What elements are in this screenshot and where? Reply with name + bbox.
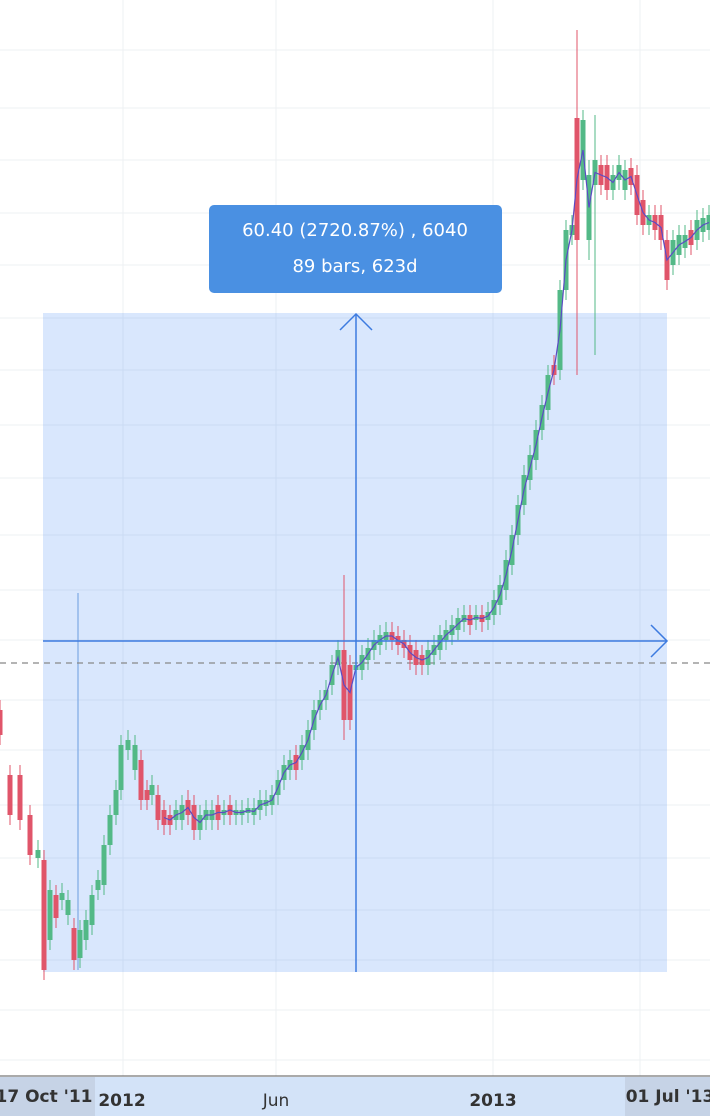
candle-body <box>59 893 65 900</box>
arrow-head <box>339 312 373 331</box>
candle-body <box>89 895 95 925</box>
candle-body <box>113 790 119 815</box>
candle-body <box>7 775 13 815</box>
candle-body <box>65 900 71 915</box>
axis-label-box <box>625 1077 710 1116</box>
candle-body <box>155 795 161 820</box>
candle-body <box>101 845 107 885</box>
axis-range <box>43 1077 667 1116</box>
candle-body <box>47 890 53 940</box>
measure-range <box>43 313 667 972</box>
candle-body <box>149 785 155 795</box>
axis-label: Jun <box>262 1091 290 1111</box>
tooltip-line: 60.40 (2720.87%) , 6040 <box>242 220 468 241</box>
candle-body <box>95 880 101 890</box>
candle-body <box>107 815 113 845</box>
candle-body <box>0 710 3 735</box>
arrow-head <box>650 624 669 658</box>
axis-label: 2012 <box>98 1091 145 1111</box>
candle-body <box>118 745 124 790</box>
tooltip-line: 89 bars, 623d <box>292 256 417 277</box>
measure-tooltip <box>209 205 502 293</box>
axis-label: 01 Jul '13 <box>626 1087 710 1107</box>
candle-body <box>138 760 144 800</box>
axis-label: 17 Oct '11 <box>0 1087 93 1107</box>
candle-body <box>17 775 23 820</box>
candle-body <box>41 860 47 970</box>
candle-body <box>77 930 83 958</box>
axis-label-box <box>0 1077 95 1116</box>
candle-body <box>35 850 41 858</box>
axis-label: 2013 <box>469 1091 516 1111</box>
grid <box>0 0 710 1076</box>
candle-body <box>125 740 131 750</box>
candle-body <box>132 745 138 770</box>
candle-body <box>27 815 33 855</box>
candle-body <box>53 895 59 918</box>
moving-average <box>163 149 710 824</box>
candle-body <box>83 920 89 940</box>
candle-body <box>144 790 150 800</box>
candle-body <box>71 928 77 960</box>
